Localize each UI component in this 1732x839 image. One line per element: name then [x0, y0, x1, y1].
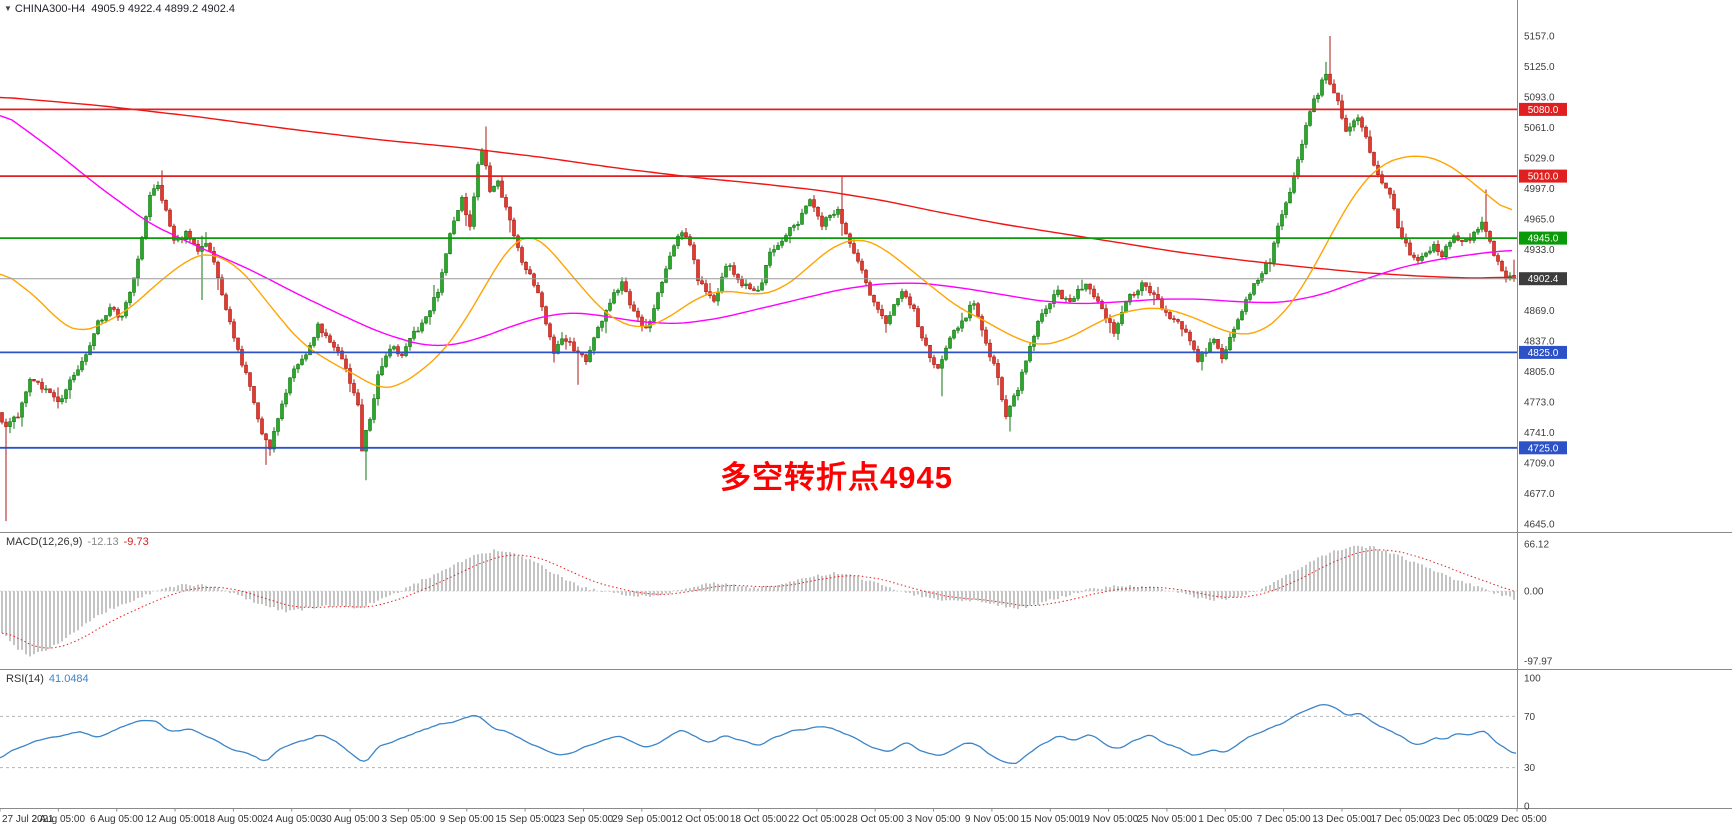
time-axis-label: 19 Nov 05:00 — [1079, 814, 1139, 825]
price-tick-label: 4933.0 — [1524, 245, 1555, 256]
macd-histogram — [1, 545, 1515, 657]
rsi-indicator-label: RSI(14) 41.0484 — [6, 673, 89, 685]
level-badge-4725.0-bg — [1519, 441, 1567, 455]
rsi-scale-label: 100 — [1524, 674, 1541, 685]
level-badge-4825.0-bg — [1519, 345, 1567, 359]
level-badge-5080.0: 5080.0 — [1528, 105, 1559, 116]
rsi-value: 41.0484 — [48, 673, 89, 685]
macd-signal-value: -9.73 — [123, 536, 149, 548]
price-tick-label: 5061.0 — [1524, 123, 1555, 134]
level-badge-4945.0: 4945.0 — [1528, 234, 1559, 245]
price-tick-label: 4709.0 — [1524, 459, 1555, 470]
macd-main-value: -12.13 — [87, 536, 119, 548]
time-axis-label: 29 Sep 05:00 — [612, 814, 672, 825]
current-price-badge: 4902.4 — [1528, 274, 1559, 285]
time-axis-label: 7 Dec 05:00 — [1257, 814, 1311, 825]
symbol-label: CHINA300-H4 — [14, 3, 86, 15]
level-badge-5080.0-bg — [1519, 102, 1567, 116]
level-badge-5010.0-bg — [1519, 169, 1567, 183]
price-tick-label: 4645.0 — [1524, 520, 1555, 531]
rsi-scale-label: 70 — [1524, 712, 1536, 723]
time-axis-label: 23 Dec 05:00 — [1429, 814, 1489, 825]
price-tick-label: 5125.0 — [1524, 62, 1555, 73]
time-axis-label: 28 Oct 05:00 — [847, 814, 905, 825]
price-tick-label: 5157.0 — [1524, 32, 1555, 43]
time-axis-label: 30 Aug 05:00 — [321, 814, 380, 825]
ma-fast-line — [0, 155, 1513, 388]
time-axis-label: 9 Sep 05:00 — [440, 814, 494, 825]
time-axis-label: 29 Dec 05:00 — [1487, 814, 1547, 825]
collapse-triangle-icon[interactable]: ▼ — [4, 4, 12, 13]
time-axis-label: 17 Dec 05:00 — [1371, 814, 1431, 825]
macd-indicator-label: MACD(12,26,9) -12.13 -9.73 — [6, 536, 149, 548]
price-tick-label: 4965.0 — [1524, 215, 1555, 226]
time-axis-label: 3 Sep 05:00 — [381, 814, 435, 825]
ohlc-values-label: 4905.9 4922.4 4899.2 4902.4 — [91, 3, 235, 15]
time-axis-label: 23 Sep 05:00 — [554, 814, 614, 825]
rsi-scale-label: 0 — [1524, 802, 1530, 813]
rsi-line — [0, 703, 1517, 765]
price-tick-label: 4997.0 — [1524, 184, 1555, 195]
time-axis-label: 22 Oct 05:00 — [788, 814, 846, 825]
macd-scale-label: 66.12 — [1524, 540, 1549, 551]
level-badge-4945.0-bg — [1519, 231, 1567, 245]
time-axis-label: 9 Nov 05:00 — [965, 814, 1019, 825]
price-tick-label: 4741.0 — [1524, 428, 1555, 439]
chart-title: ▼ CHINA300-H4 4905.9 4922.4 4899.2 4902.4 — [4, 3, 235, 15]
macd-scale-label: 0.00 — [1524, 587, 1544, 598]
price-tick-label: 4677.0 — [1524, 489, 1555, 500]
level-badge-4725.0: 4725.0 — [1528, 443, 1559, 454]
price-tick-label: 5093.0 — [1524, 93, 1555, 104]
rsi-scale-label: 30 — [1524, 763, 1536, 774]
price-tick-label: 5029.0 — [1524, 154, 1555, 165]
level-badge-4825.0: 4825.0 — [1528, 348, 1559, 359]
price-tick-label: 4837.0 — [1524, 337, 1555, 348]
time-axis-label: 15 Sep 05:00 — [495, 814, 555, 825]
annotation-text[interactable]: 多空转折点4945 — [720, 460, 953, 495]
ma-mid-line — [0, 114, 1513, 347]
time-axis-label: 2 Aug 05:00 — [32, 814, 86, 825]
level-badge-5010.0: 5010.0 — [1528, 172, 1559, 183]
time-axis-label: 15 Nov 05:00 — [1020, 814, 1080, 825]
macd-signal-line — [1, 549, 1515, 649]
time-axis-label: 6 Aug 05:00 — [90, 814, 144, 825]
time-axis-label: 12 Aug 05:00 — [146, 814, 205, 825]
time-axis-label: 13 Dec 05:00 — [1312, 814, 1372, 825]
rsi-name-label: RSI(14) — [6, 673, 44, 685]
ma-slow-line — [0, 96, 1512, 279]
time-axis-label: 1 Dec 05:00 — [1198, 814, 1252, 825]
price-tick-label: 4869.0 — [1524, 306, 1555, 317]
macd-scale-label: -97.97 — [1524, 657, 1553, 668]
current-price-badge-bg — [1519, 272, 1567, 286]
time-axis-label: 12 Oct 05:00 — [672, 814, 730, 825]
time-axis-label: 18 Oct 05:00 — [730, 814, 788, 825]
time-axis-label: 25 Nov 05:00 — [1137, 814, 1197, 825]
time-axis-label: 3 Nov 05:00 — [907, 814, 961, 825]
macd-name-label: MACD(12,26,9) — [6, 536, 83, 548]
time-axis-label: 18 Aug 05:00 — [204, 814, 263, 825]
time-axis-label: 24 Aug 05:00 — [262, 814, 321, 825]
price-tick-label: 4773.0 — [1524, 398, 1555, 409]
time-axis-label: 27 Jul 2021 — [2, 814, 54, 825]
candlesticks — [0, 36, 1516, 522]
price-tick-label: 4805.0 — [1524, 367, 1555, 378]
